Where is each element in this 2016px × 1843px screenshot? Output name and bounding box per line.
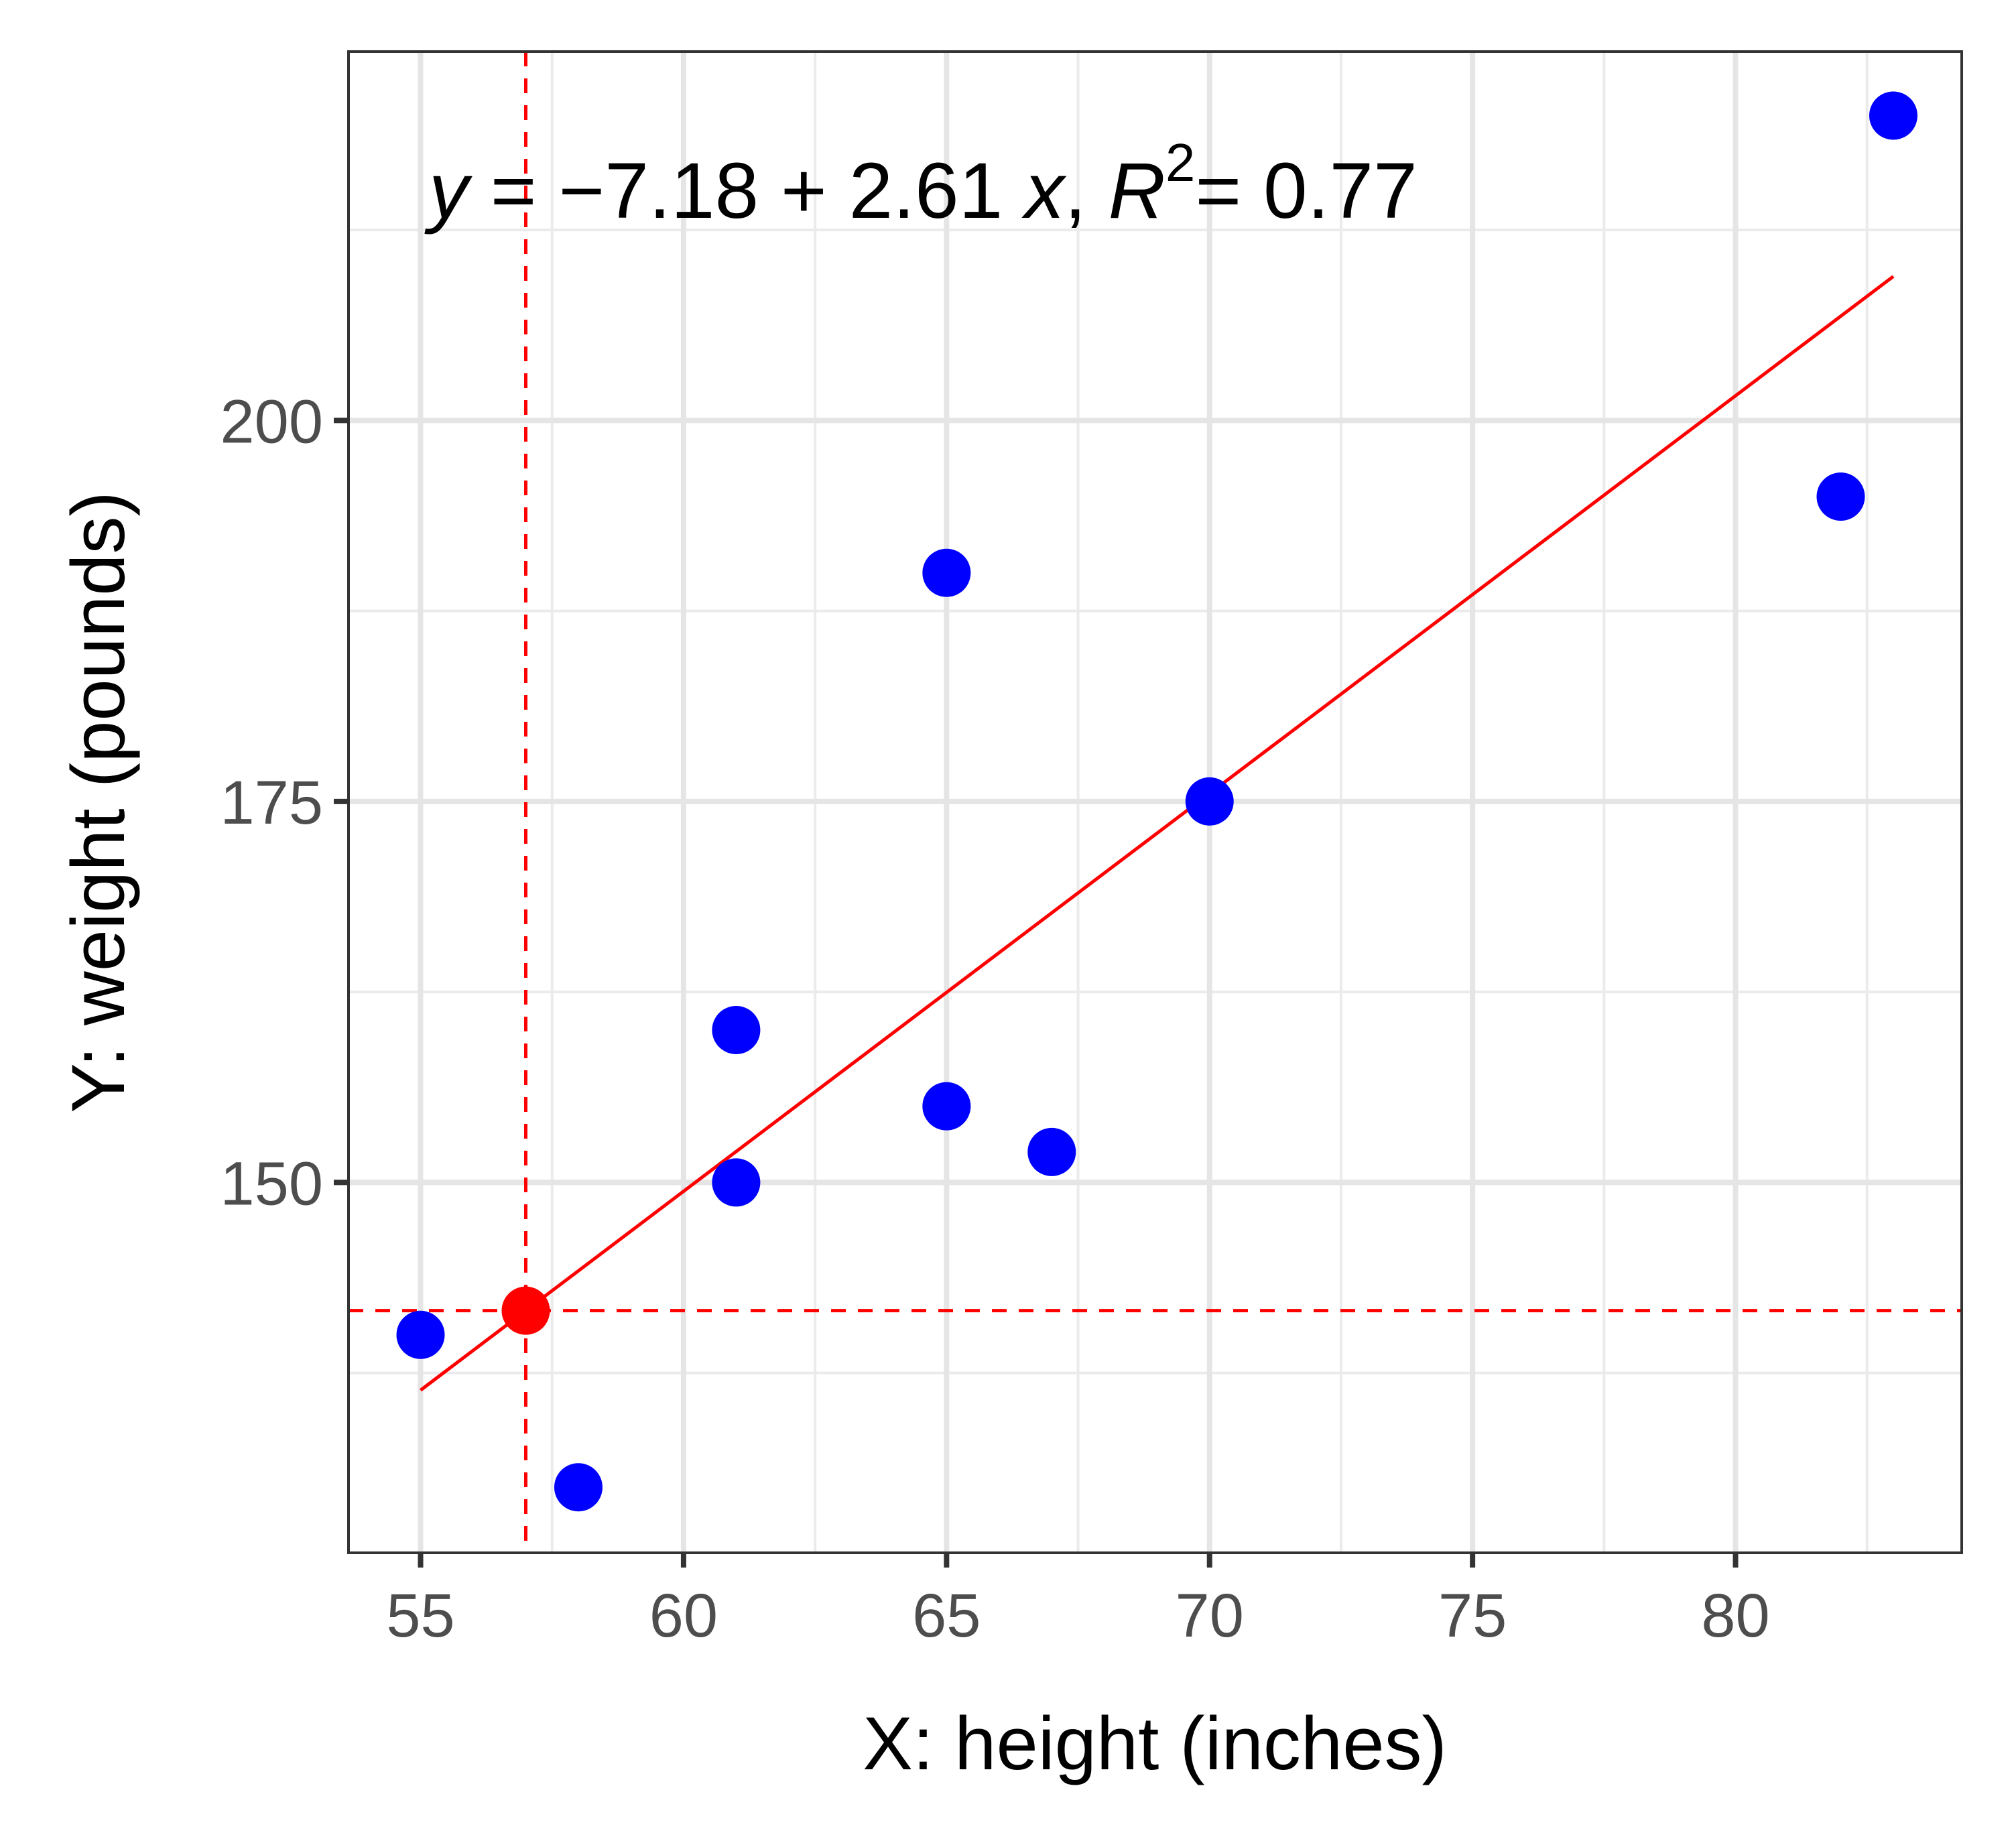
- x-axis-title: X: height (inches): [863, 1702, 1447, 1785]
- y-tick-label: 200: [220, 387, 324, 456]
- data-point: [1185, 777, 1234, 826]
- y-tick-label: 150: [220, 1149, 324, 1218]
- regression-equation: y = −7.18 + 2.61 x, R2= 0.77: [424, 133, 1418, 235]
- data-point: [922, 548, 971, 597]
- y-tick-label: 175: [220, 769, 324, 837]
- data-point: [712, 1158, 761, 1207]
- data-point: [554, 1463, 603, 1512]
- x-tick-label: 75: [1438, 1582, 1507, 1650]
- data-point: [712, 1005, 761, 1054]
- data-points: [396, 91, 1917, 1512]
- axis-ticks: 55 60 65 70 75 80 150 175 200: [220, 387, 1770, 1650]
- x-tick-label: 70: [1176, 1582, 1244, 1650]
- highlighted-prediction-point: [501, 1286, 550, 1335]
- data-point: [1027, 1127, 1076, 1176]
- regression-line: [420, 275, 1895, 1392]
- y-axis-title: Y: weight (pounds): [56, 491, 140, 1113]
- data-point: [1816, 472, 1865, 521]
- x-tick-label: 60: [649, 1582, 718, 1650]
- regression-line-group: [420, 275, 1895, 1392]
- x-tick-label: 55: [386, 1582, 454, 1650]
- data-point: [1869, 91, 1917, 140]
- reference-lines: [349, 52, 1962, 1553]
- data-point: [396, 1310, 445, 1359]
- data-point: [922, 1082, 971, 1131]
- x-tick-label: 65: [912, 1582, 981, 1650]
- x-tick-label: 80: [1701, 1582, 1769, 1650]
